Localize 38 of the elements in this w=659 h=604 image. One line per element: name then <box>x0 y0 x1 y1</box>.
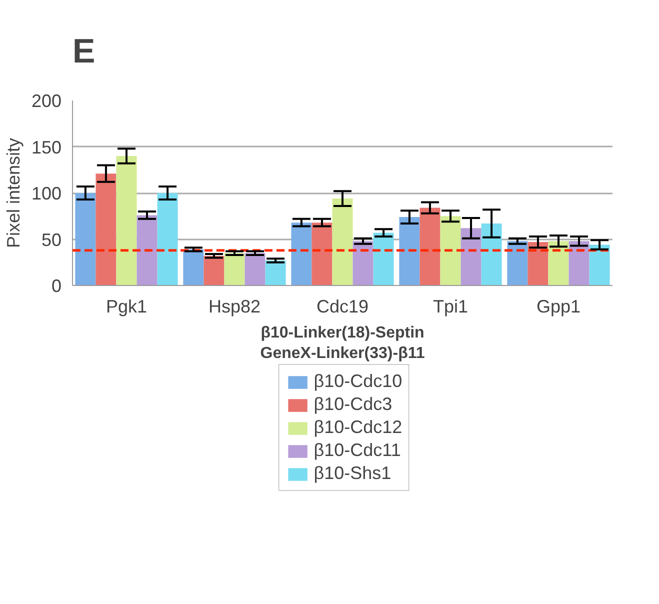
bar <box>136 215 158 286</box>
bar <box>75 193 96 286</box>
bar <box>460 228 482 286</box>
bar <box>96 174 116 286</box>
bar <box>157 193 178 286</box>
legend-label: β10-Cdc12 <box>314 417 402 438</box>
x-tick-label: Hsp82 <box>208 296 261 316</box>
bar <box>116 156 137 286</box>
bar <box>420 208 440 286</box>
bar <box>352 241 374 286</box>
bar <box>507 241 528 286</box>
bar <box>183 249 204 286</box>
bar <box>589 244 610 286</box>
bar <box>332 198 353 286</box>
bar <box>548 241 569 286</box>
y-tick-label: 200 <box>31 91 62 111</box>
x-tick-label: Tpi1 <box>432 296 468 316</box>
bar <box>312 222 332 286</box>
y-tick-label: 150 <box>31 137 62 158</box>
bar <box>291 222 312 286</box>
bar <box>265 260 286 286</box>
legend-label: β10-Cdc10 <box>314 371 402 392</box>
legend-label: β10-Cdc11 <box>314 440 401 461</box>
x-tick-label: Gpp1 <box>536 296 581 316</box>
bar <box>440 216 461 286</box>
x-axis-title: β10-Linker(18)-Septin GeneX-Linker(33)-β11 <box>260 324 425 362</box>
y-tick-label: 50 <box>41 230 62 250</box>
y-tick-label: 100 <box>31 184 62 204</box>
legend-label: β10-Cdc3 <box>314 394 392 415</box>
bar <box>568 241 590 286</box>
y-tick-label: 0 <box>51 276 62 296</box>
chart-title: E <box>72 32 96 70</box>
x-tick-label: Pgk1 <box>106 296 148 316</box>
x-tick-label: Cdc19 <box>316 296 369 316</box>
bar <box>399 217 420 286</box>
y-axis-title: Pixel intensity <box>3 138 24 248</box>
legend-label: β10-Shs1 <box>314 463 392 484</box>
bar <box>373 232 394 286</box>
